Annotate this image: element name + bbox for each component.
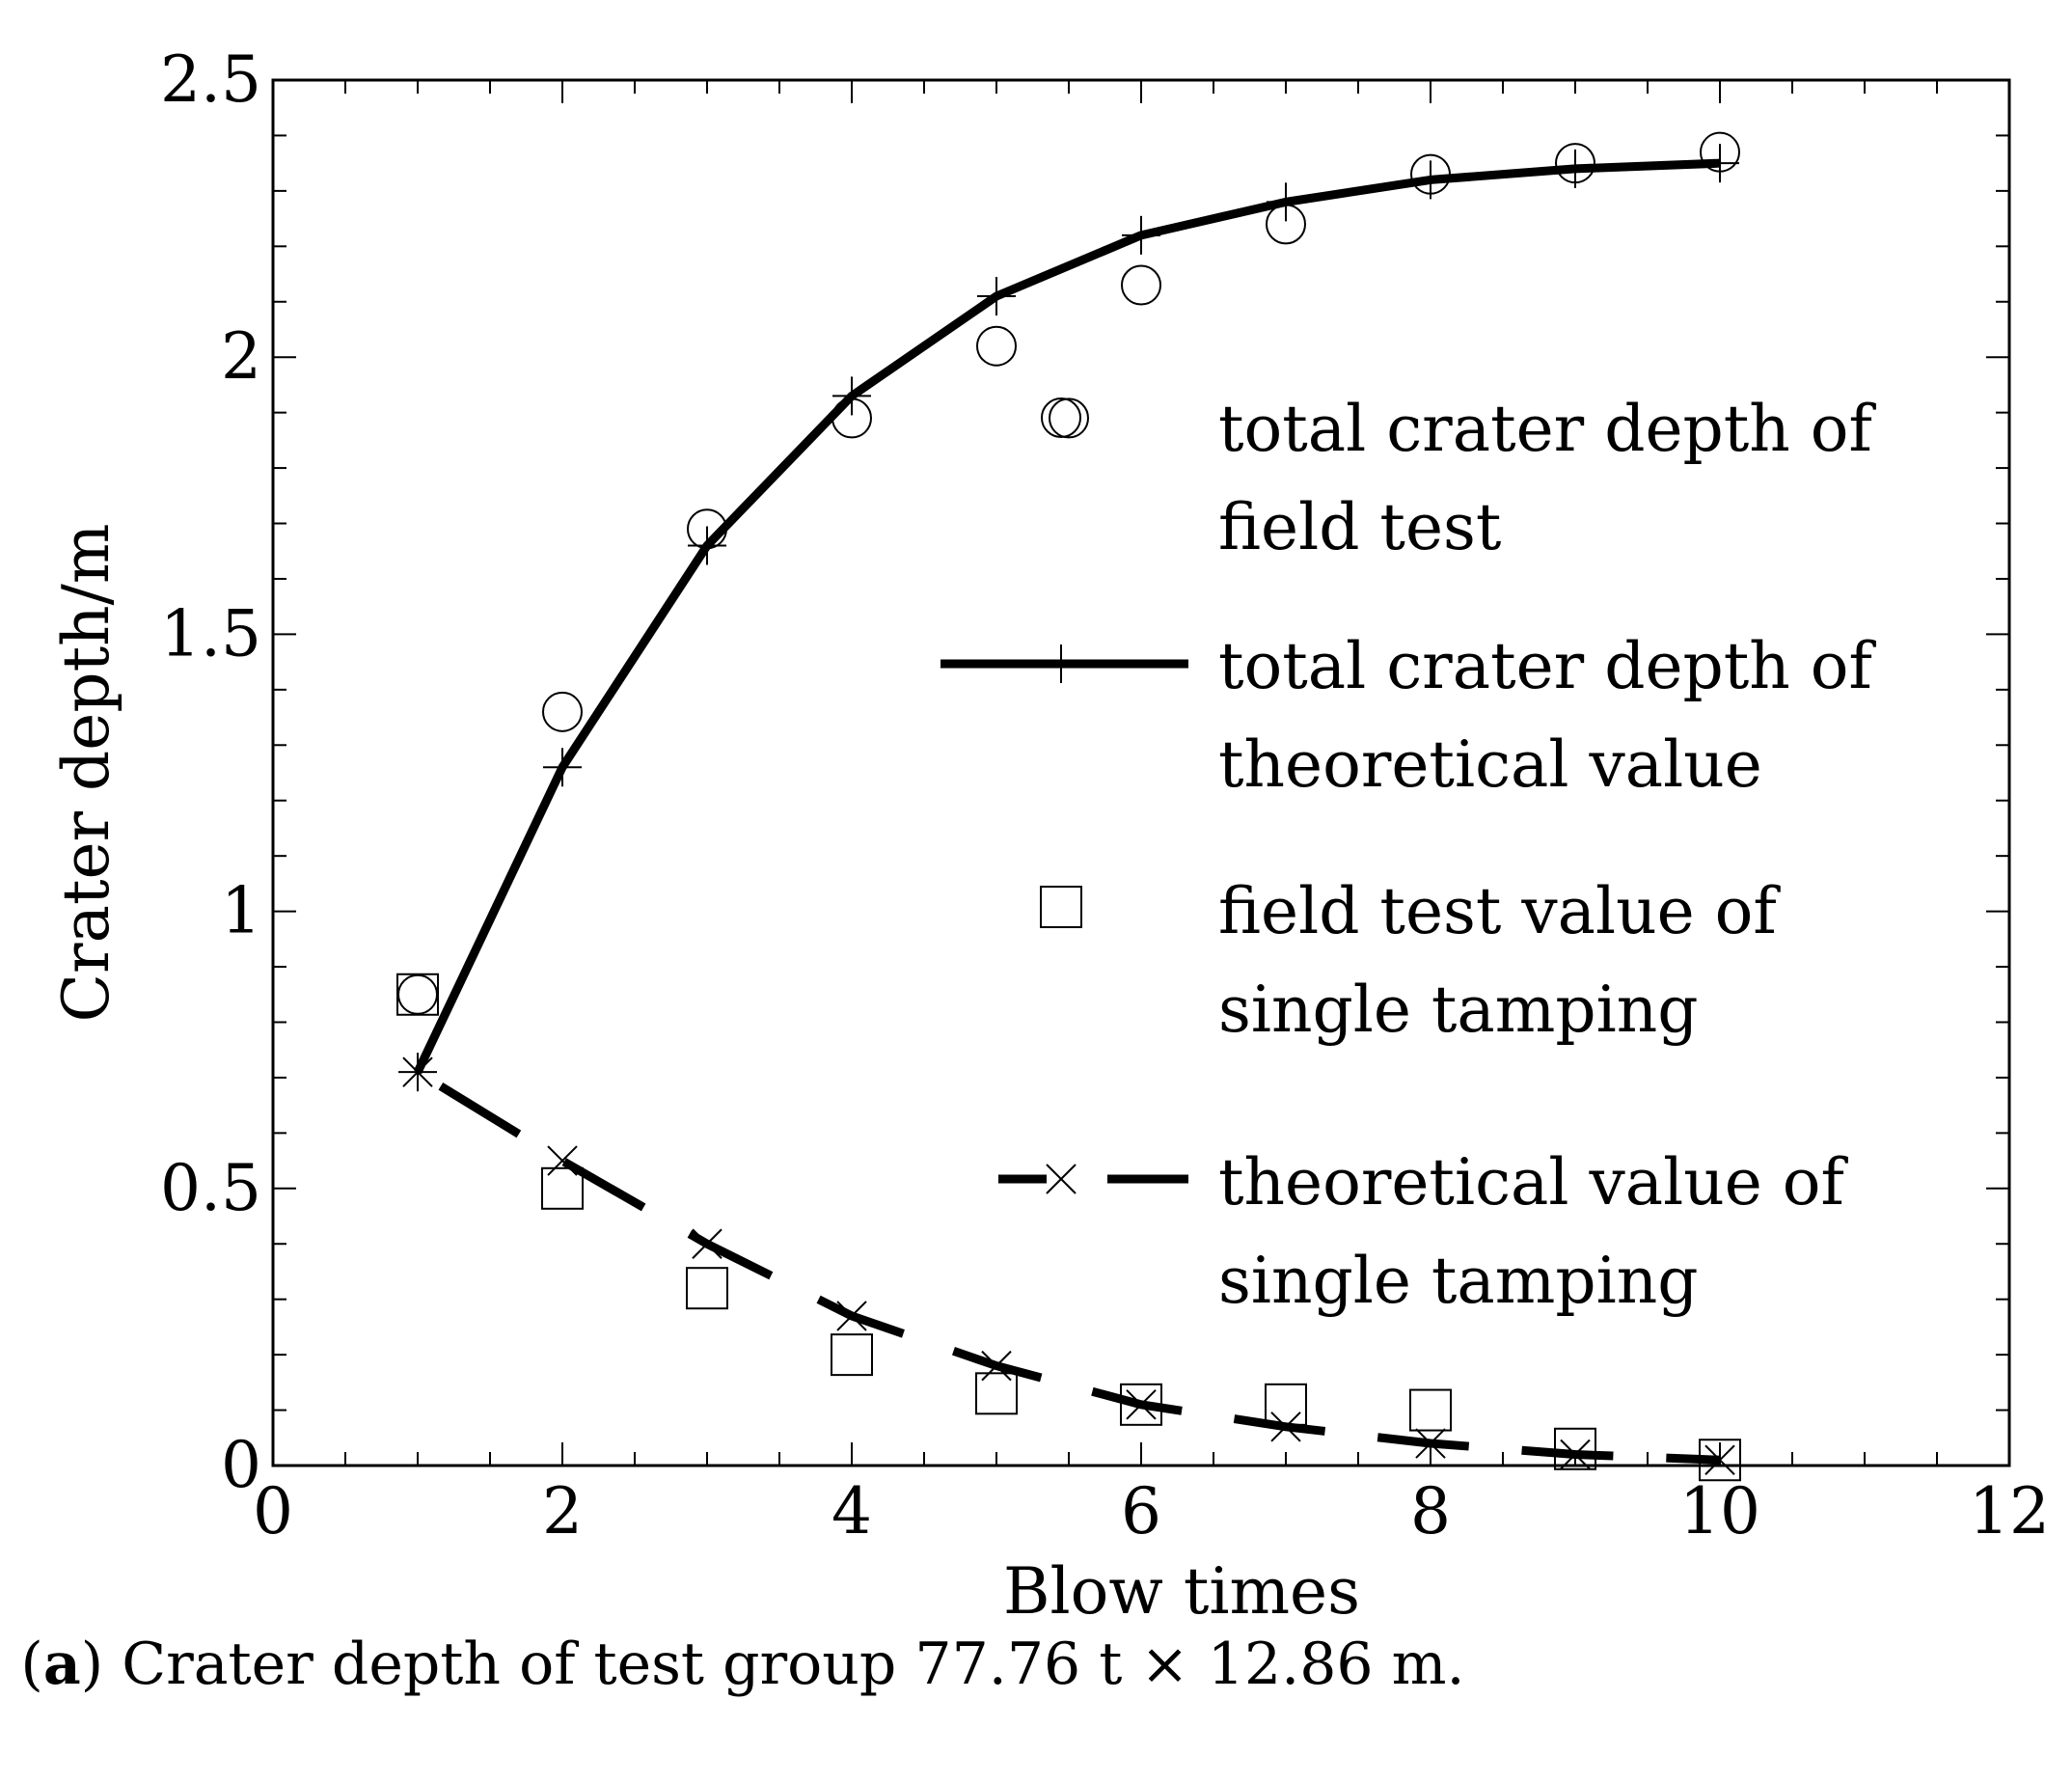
series-single-theoretical-point — [1126, 1389, 1157, 1420]
legend-entry-label: total crater depth of — [1218, 392, 1876, 466]
series-single-field-point — [1265, 1383, 1307, 1426]
x-tick-label: 10 — [1679, 1474, 1760, 1549]
y-tick-label: 2.5 — [160, 42, 261, 117]
legend-symbol-circle — [1041, 398, 1081, 438]
series-single-field-point — [396, 973, 439, 1016]
x-tick-label: 4 — [832, 1474, 872, 1549]
y-tick-label: 2 — [221, 319, 261, 394]
series-single-theoretical-point — [402, 1056, 433, 1087]
legend-symbol-x — [1046, 1164, 1077, 1194]
series-single-field-point — [686, 1267, 728, 1310]
series-total-field-point — [1049, 398, 1089, 439]
legend-entry: total crater depth of field test — [1041, 392, 1876, 564]
series-total-field-point — [1121, 264, 1161, 306]
series-single-field-point — [1699, 1439, 1741, 1482]
legend-symbol-square — [1040, 886, 1082, 928]
series-single-field-point — [1554, 1427, 1596, 1470]
legend-entry-label: theoretical value — [1218, 727, 1762, 802]
y-tick-label: 0.5 — [160, 1151, 261, 1225]
y-tick-label: 1.5 — [160, 596, 261, 671]
x-tick-label: 8 — [1410, 1474, 1451, 1549]
legend-entry-label: total crater depth of — [1218, 629, 1876, 703]
x-tick-label: 0 — [253, 1474, 293, 1549]
series-single-theoretical-point — [981, 1350, 1012, 1382]
axis-ticks — [272, 79, 2010, 1467]
series-total-theoretical-line — [413, 158, 1721, 1075]
figure-caption: (a) Crater depth of test group 77.76 t ×… — [20, 1631, 1465, 1698]
series-total-field-point — [397, 973, 438, 1015]
series-total-field-point — [542, 691, 583, 732]
legend-entry-label: field test — [1218, 490, 1501, 564]
series-single-field-point — [1120, 1383, 1162, 1426]
legend-entry-label: field test value of — [1218, 874, 1781, 948]
y-tick-label: 0 — [221, 1428, 261, 1502]
legend-entry: total crater depth of theoretical value — [941, 629, 1876, 802]
y-axis-label: Crater depth/m — [49, 524, 123, 1023]
series-single-field-point — [975, 1372, 1018, 1415]
axis-tick-labels: 0 2 4 6 8 10 12 0 0.5 1 1.5 2 2.5 — [160, 42, 2050, 1549]
series-total-field-point — [1555, 143, 1595, 184]
series-single-theoretical-point — [692, 1228, 722, 1259]
caption-label: a — [42, 1631, 81, 1698]
series-total-field-point — [1266, 204, 1306, 245]
series-total-field-point — [687, 508, 727, 550]
legend-entry-label: theoretical value of — [1218, 1145, 1848, 1220]
series-single-theoretical-line — [415, 1068, 1721, 1465]
series-single-theoretical-point — [547, 1145, 578, 1176]
series-single-field-point — [831, 1333, 873, 1377]
series-total-field-point — [832, 398, 872, 439]
x-axis-label: Blow times — [1003, 1554, 1360, 1629]
series-total-field-point — [976, 325, 1017, 367]
y-tick-label: 1 — [221, 874, 261, 948]
series-single-field-point — [541, 1166, 584, 1210]
series-total-field-point — [1700, 131, 1740, 173]
legend-entry: field test value of single tamping — [1040, 874, 1781, 1047]
x-tick-label: 6 — [1121, 1474, 1161, 1549]
series-single-theoretical-point — [836, 1301, 867, 1331]
legend-entry-label: single tamping — [1218, 973, 1698, 1047]
series-single-theoretical-point — [1270, 1412, 1301, 1442]
series-total-field-point — [1410, 153, 1451, 195]
legend-entry-label: single tamping — [1218, 1244, 1698, 1318]
series-single-field-point — [1409, 1388, 1452, 1432]
x-tick-label: 2 — [542, 1474, 583, 1549]
legend-entry: theoretical value of single tamping — [998, 1145, 1848, 1318]
caption-text: Crater depth of test group 77.76 t × 12.… — [122, 1631, 1465, 1698]
x-tick-label: 12 — [1969, 1474, 2050, 1549]
